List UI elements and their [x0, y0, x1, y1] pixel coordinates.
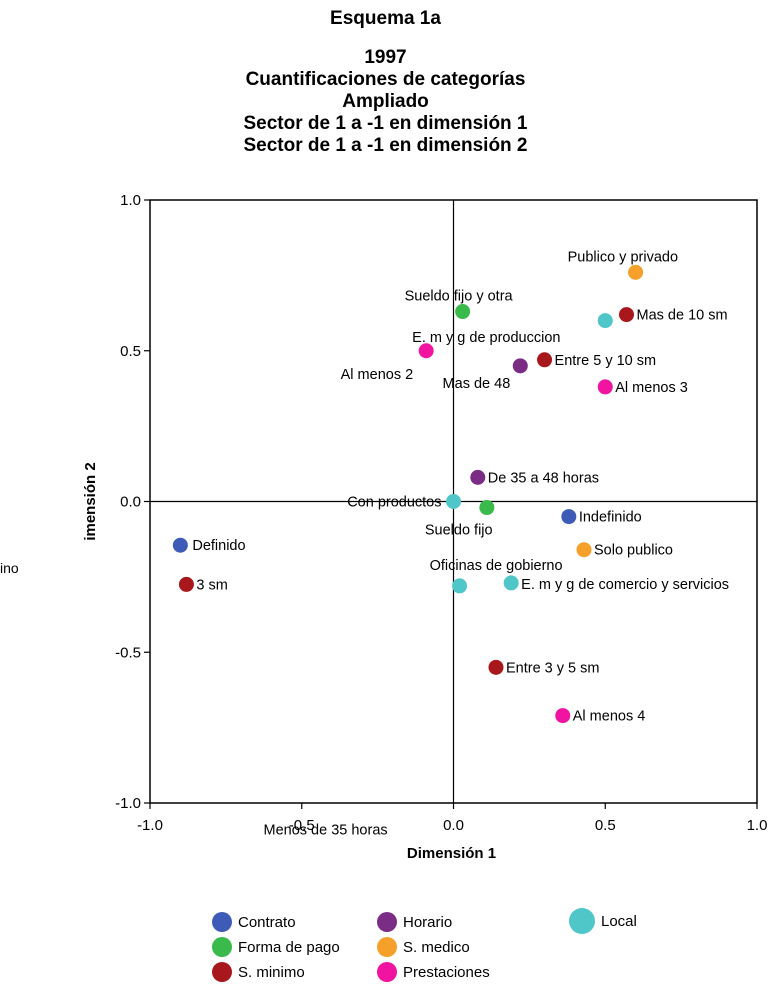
x-tick-label: 0.0	[443, 817, 464, 834]
x-tick-label: 1.0	[747, 817, 768, 834]
legend-item: S. medico	[377, 937, 470, 957]
legend-item: Forma de pago	[212, 937, 340, 957]
data-point-local	[597, 313, 613, 329]
data-point-s-medico	[576, 542, 592, 558]
subtitle-line-year: 1997	[364, 47, 407, 68]
legend-swatch	[569, 908, 595, 934]
x-axis-label: Dimensión 1	[407, 845, 496, 862]
data-point-prestaciones	[555, 708, 571, 724]
legend-swatch	[377, 912, 397, 932]
subtitle-line-dim1-range: Sector de 1 a -1 en dimensión 1	[243, 113, 528, 134]
legend: Contrato Horario Local Forma de pago S. medi…	[212, 908, 692, 990]
legend-swatch	[377, 937, 397, 957]
y-tick-label: 1.0	[120, 192, 141, 209]
legend-label: Contrato	[238, 913, 296, 931]
point-label: Entre 3 y 5 sm	[506, 660, 599, 676]
data-point-horario	[470, 469, 486, 485]
point-label: Al menos 3	[615, 380, 688, 396]
points-layer	[172, 264, 644, 724]
data-point-s-medico	[628, 264, 644, 280]
legend-label: Forma de pago	[238, 938, 340, 956]
legend-item: Contrato	[212, 912, 296, 932]
point-label: Sueldo fijo y otra	[405, 289, 514, 305]
legend-item: Local	[569, 908, 637, 934]
point-label: Publico y privado	[568, 249, 678, 265]
legend-swatch	[377, 962, 397, 982]
legend-label: Local	[601, 912, 637, 930]
point-label: Mas de 10 sm	[636, 308, 727, 324]
data-point-forma-de-pago	[479, 500, 495, 516]
point-label: E. m y g de produccion	[412, 330, 560, 346]
data-point-s-minimo	[178, 576, 194, 592]
data-point-local	[503, 575, 519, 591]
scatter-plot: -1.0 -0.5 0.0 0.5 1.0 -1.0 -0.5 0.0 0.5 1.0 Dimens…	[82, 192, 768, 862]
point-label: Solo publico	[594, 543, 673, 559]
legend-label: Prestaciones	[403, 963, 490, 981]
point-label: E. m y g de comercio y servicios	[521, 577, 729, 593]
legend-swatch	[212, 912, 232, 932]
y-tick-label: -1.0	[115, 795, 141, 812]
data-point-prestaciones	[418, 343, 434, 359]
labels-layer: Indefinido Definido Mas de 48 De 35 a 48 ho…	[192, 249, 729, 838]
point-label: 3 sm	[196, 577, 227, 593]
data-point-s-minimo	[488, 659, 504, 675]
chart-title: Esquema 1a	[330, 8, 441, 29]
data-point-s-minimo	[537, 352, 553, 368]
subtitle-line-description: Cuantificaciones de categorías	[245, 69, 526, 90]
point-label: Definido	[192, 538, 245, 554]
data-point-s-minimo	[618, 307, 634, 323]
data-point-local	[452, 578, 468, 594]
x-tick-label: 0.5	[595, 817, 616, 834]
chart-subtitle: 1997 Cuantificaciones de categorías Ampl…	[0, 47, 771, 157]
data-point-prestaciones	[597, 379, 613, 395]
x-tick-label: -1.0	[137, 817, 163, 834]
point-label: De 35 a 48 horas	[488, 470, 599, 486]
x-tick-label: -0.5	[289, 817, 315, 834]
point-label: Al menos 4	[573, 709, 646, 725]
point-label: Con productos	[347, 495, 441, 511]
subtitle-line-dim2-range: Sector de 1 a -1 en dimensión 2	[243, 135, 528, 156]
data-point-contrato	[561, 509, 577, 525]
clipped-side-label: ino	[0, 560, 19, 576]
legend-item: S. minimo	[212, 962, 305, 982]
y-tick-label: 0.0	[120, 494, 141, 511]
y-tick-label: -0.5	[115, 644, 141, 661]
subtitle-line-variant: Ampliado	[342, 91, 429, 112]
legend-label: Horario	[403, 913, 453, 931]
legend-swatch	[212, 937, 232, 957]
data-point-horario	[512, 358, 528, 374]
legend-label: S. minimo	[238, 963, 305, 981]
data-point-local	[446, 494, 461, 509]
point-label: Sueldo fijo	[425, 523, 493, 539]
data-point-forma-de-pago	[455, 304, 471, 320]
y-tick-label: 0.5	[120, 343, 141, 360]
y-axis-label: imensión 2	[82, 462, 99, 540]
point-label: Menos de 35 horas	[264, 823, 388, 839]
point-label: Mas de 48	[443, 376, 511, 392]
legend-item: Horario	[377, 912, 452, 932]
point-label: Entre 5 y 10 sm	[555, 353, 657, 369]
point-label: Al menos 2	[341, 367, 414, 383]
legend-item: Prestaciones	[377, 962, 490, 982]
legend-swatch	[212, 962, 232, 982]
data-point-contrato	[172, 537, 188, 553]
legend-label: S. medico	[403, 938, 470, 956]
point-label: Indefinido	[579, 510, 642, 526]
point-label: Oficinas de gobierno	[430, 558, 563, 574]
